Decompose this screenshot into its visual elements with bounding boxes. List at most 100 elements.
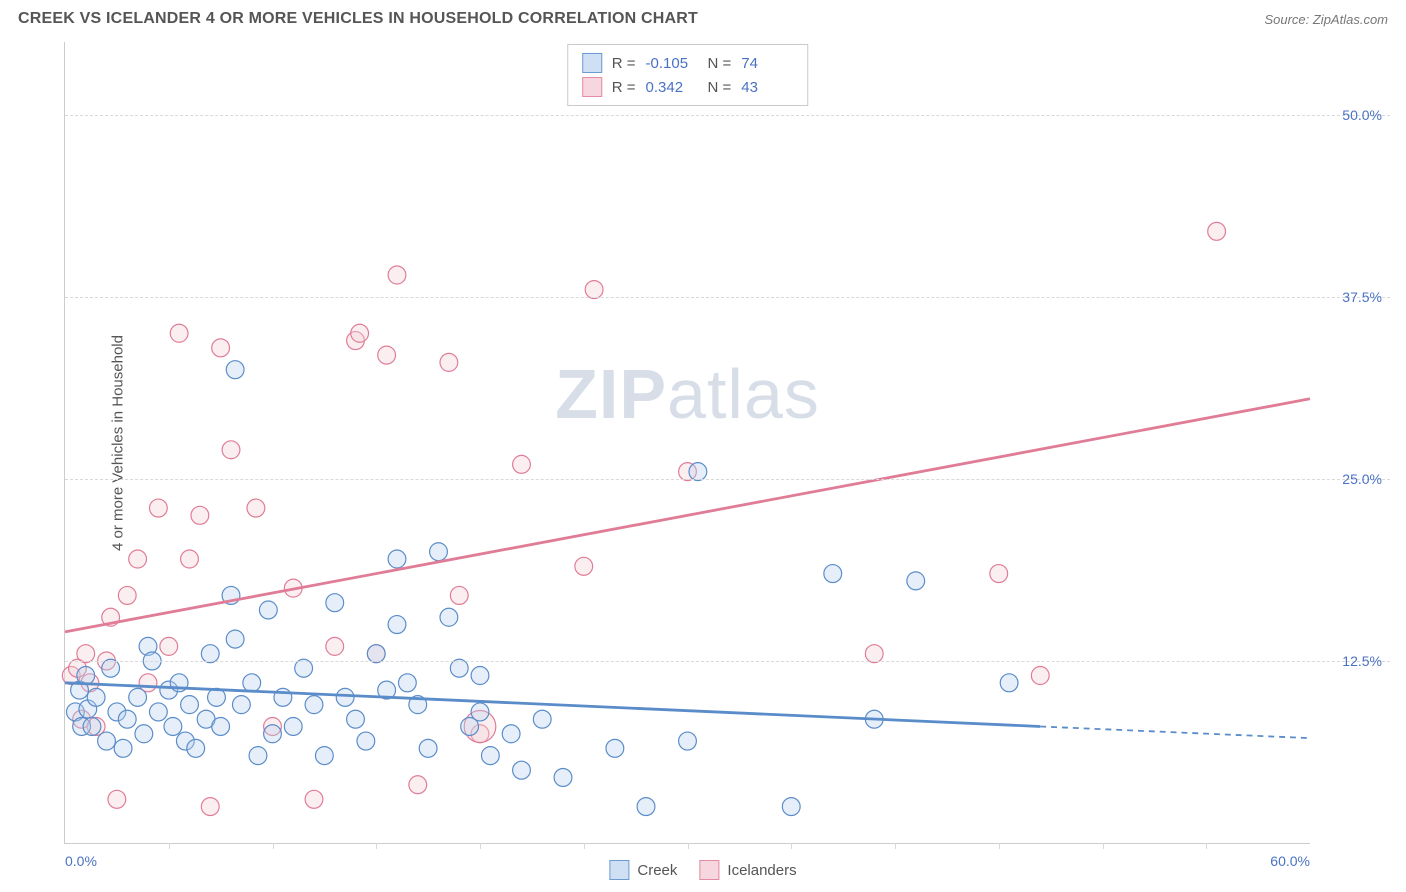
plot-region: ZIPatlas R =-0.105N =74R =0.342N =43 12.… — [64, 42, 1310, 844]
scatter-point — [222, 441, 240, 459]
scatter-point — [118, 586, 136, 604]
scatter-point — [264, 725, 282, 743]
x-minor-tick — [584, 843, 585, 849]
scatter-point — [388, 616, 406, 634]
legend: Creek Icelanders — [609, 860, 796, 880]
x-minor-tick — [688, 843, 689, 849]
y-tick-label: 12.5% — [1342, 653, 1382, 669]
scatter-point — [98, 732, 116, 750]
x-minor-tick — [1206, 843, 1207, 849]
legend-label: Creek — [637, 862, 677, 879]
scatter-point — [187, 739, 205, 757]
r-value: 0.342 — [646, 79, 698, 96]
scatter-point — [347, 710, 365, 728]
x-minor-tick — [169, 843, 170, 849]
scatter-point — [481, 747, 499, 765]
scatter-point — [637, 798, 655, 816]
scatter-point — [201, 645, 219, 663]
x-tick-label: 60.0% — [1270, 853, 1310, 869]
r-label: R = — [612, 55, 636, 72]
n-value: 74 — [741, 55, 793, 72]
scatter-point — [305, 696, 323, 714]
x-minor-tick — [999, 843, 1000, 849]
x-minor-tick — [480, 843, 481, 849]
stats-row: R =0.342N =43 — [582, 75, 794, 99]
scatter-point — [679, 732, 697, 750]
correlation-stats-box: R =-0.105N =74R =0.342N =43 — [567, 44, 809, 106]
scatter-point — [181, 696, 199, 714]
scatter-point — [450, 586, 468, 604]
scatter-point — [129, 550, 147, 568]
scatter-point — [129, 688, 147, 706]
x-minor-tick — [376, 843, 377, 849]
scatter-point — [149, 499, 167, 517]
scatter-point — [585, 281, 603, 299]
scatter-point — [388, 550, 406, 568]
scatter-point — [83, 718, 101, 736]
scatter-point — [367, 645, 385, 663]
scatter-point — [378, 346, 396, 364]
scatter-point — [990, 565, 1008, 583]
scatter-point — [232, 696, 250, 714]
scatter-point — [1031, 667, 1049, 685]
scatter-point — [409, 776, 427, 794]
plot-svg — [65, 42, 1310, 843]
scatter-point — [77, 667, 95, 685]
scatter-point — [1000, 674, 1018, 692]
scatter-point — [226, 630, 244, 648]
chart-title: CREEK VS ICELANDER 4 OR MORE VEHICLES IN… — [18, 10, 698, 28]
scatter-point — [243, 674, 261, 692]
n-label: N = — [708, 79, 732, 96]
scatter-point — [513, 455, 531, 473]
legend-swatch — [699, 860, 719, 880]
scatter-point — [357, 732, 375, 750]
scatter-point — [114, 739, 132, 757]
r-label: R = — [612, 79, 636, 96]
scatter-point — [226, 361, 244, 379]
gridline-h — [65, 115, 1390, 116]
stats-swatch — [582, 53, 602, 73]
scatter-point — [336, 688, 354, 706]
scatter-point — [212, 339, 230, 357]
y-tick-label: 50.0% — [1342, 107, 1382, 123]
scatter-point — [430, 543, 448, 561]
scatter-point — [315, 747, 333, 765]
scatter-point — [326, 637, 344, 655]
scatter-point — [513, 761, 531, 779]
x-minor-tick — [273, 843, 274, 849]
scatter-point — [108, 790, 126, 808]
scatter-point — [170, 324, 188, 342]
scatter-point — [247, 499, 265, 517]
scatter-point — [77, 645, 95, 663]
y-tick-label: 37.5% — [1342, 289, 1382, 305]
stats-row: R =-0.105N =74 — [582, 51, 794, 75]
stats-swatch — [582, 77, 602, 97]
scatter-point — [135, 725, 153, 743]
scatter-point — [351, 324, 369, 342]
scatter-point — [865, 645, 883, 663]
scatter-point — [689, 463, 707, 481]
scatter-point — [419, 739, 437, 757]
scatter-point — [326, 594, 344, 612]
legend-swatch — [609, 860, 629, 880]
scatter-point — [471, 703, 489, 721]
gridline-h — [65, 661, 1390, 662]
scatter-point — [575, 557, 593, 575]
scatter-point — [118, 710, 136, 728]
scatter-point — [201, 798, 219, 816]
x-minor-tick — [791, 843, 792, 849]
scatter-point — [164, 718, 182, 736]
gridline-h — [65, 297, 1390, 298]
scatter-point — [440, 608, 458, 626]
scatter-point — [212, 718, 230, 736]
scatter-point — [907, 572, 925, 590]
chart-area: 4 or more Vehicles in Household ZIPatlas… — [50, 42, 1390, 844]
scatter-point — [87, 688, 105, 706]
legend-item: Icelanders — [699, 860, 796, 880]
scatter-point — [502, 725, 520, 743]
scatter-point — [398, 674, 416, 692]
legend-item: Creek — [609, 860, 677, 880]
scatter-point — [471, 667, 489, 685]
scatter-point — [782, 798, 800, 816]
y-tick-label: 25.0% — [1342, 471, 1382, 487]
